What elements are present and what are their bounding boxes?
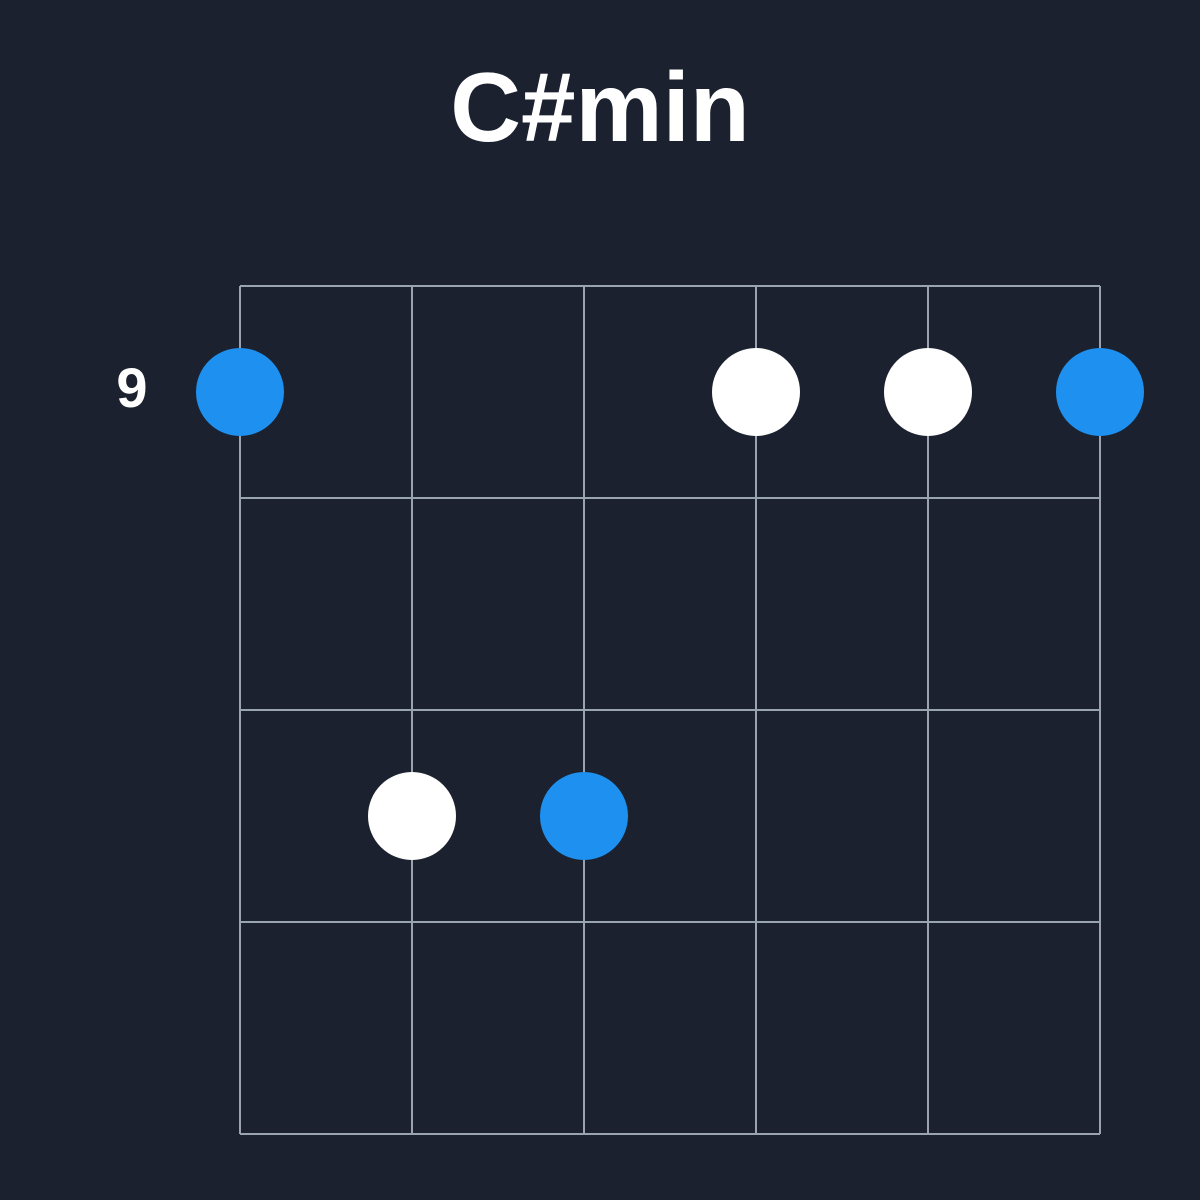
root-note-dot — [540, 772, 628, 860]
note-dot — [884, 348, 972, 436]
note-dot — [368, 772, 456, 860]
chord-name: C#min — [450, 52, 750, 162]
root-note-dot — [196, 348, 284, 436]
chord-diagram: C#min 9 — [0, 0, 1200, 1200]
start-fret-label: 9 — [116, 356, 147, 419]
diagram-background — [0, 0, 1200, 1200]
root-note-dot — [1056, 348, 1144, 436]
note-dot — [712, 348, 800, 436]
